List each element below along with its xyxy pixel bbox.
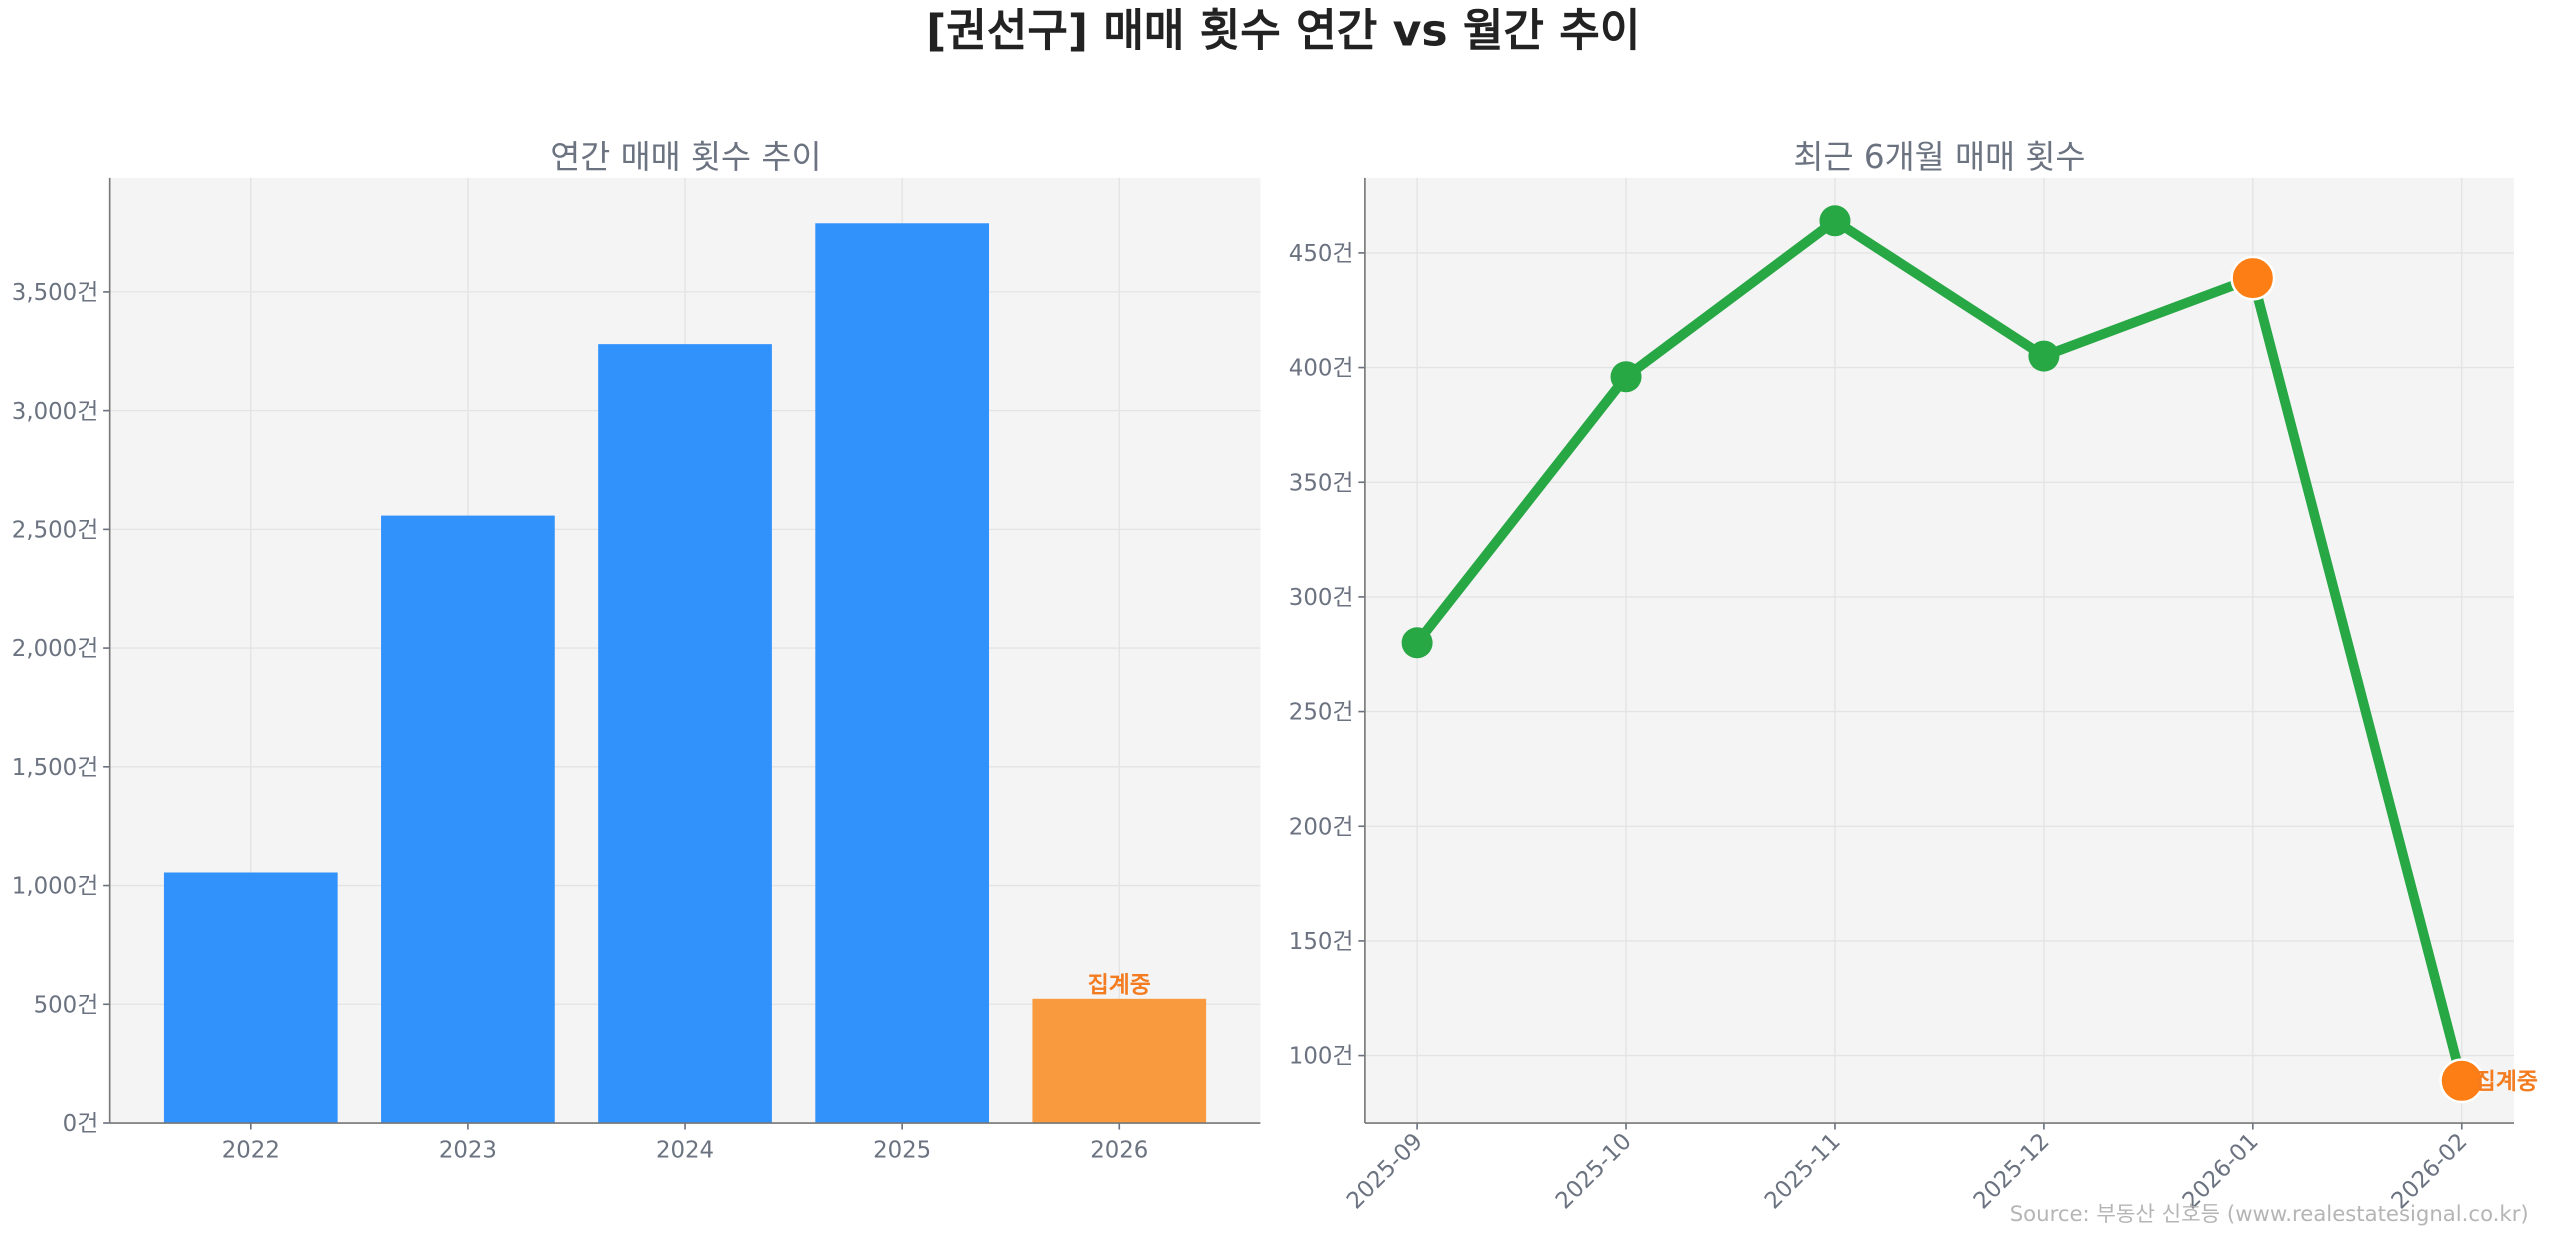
bar-partial-annotation: 집계중 [1088, 972, 1151, 998]
bar-x-tick-label: 2024 [656, 1137, 714, 1163]
right-chart-title: 최근 6개월 매매 횟수 [1793, 138, 2085, 176]
monthly-line-chart: 100건 150건 200건 250건 300건 350건 400건 450건 2025-09 2… [1289, 177, 2538, 1214]
bar-y-tick-label: 1,500건 [12, 755, 98, 781]
left-chart-title: 연간 매매 횟수 추이 [550, 138, 821, 176]
line-series [1413, 215, 2467, 1083]
line-y-tick-label: 250건 [1289, 700, 1354, 726]
line-partial-annotation: 집계중 [2475, 1069, 2538, 1095]
source-note: Source: 부동산 신호등 (www.realestatesignal.co… [2010, 1202, 2529, 1227]
line-y-tick-label: 350건 [1289, 470, 1354, 496]
bar-x-tick-label: 2023 [439, 1137, 497, 1163]
line-y-tick-label: 400건 [1289, 356, 1354, 382]
bar-y-tick-label: 0건 [63, 1111, 99, 1137]
line-y-tick-label: 100건 [1289, 1044, 1354, 1070]
bar-x-tick-label: 2022 [222, 1137, 280, 1163]
bar-y-tick-label: 500건 [34, 992, 99, 1018]
bar-y-tick-label: 3,500건 [12, 280, 98, 306]
bar-y-tick-label: 3,000건 [12, 399, 98, 425]
line-point-2025-12 [2028, 340, 2060, 372]
line-y-tick-label: 300건 [1289, 585, 1354, 611]
line-y-tick-label: 150건 [1289, 929, 1354, 955]
line-plot-area [1364, 177, 2514, 1124]
line-x-tick-label: 2025-11 [1760, 1128, 1846, 1214]
bar-2026 [1032, 998, 1207, 1124]
line-point-2025-09 [1401, 627, 1433, 659]
bar-2025 [815, 223, 990, 1124]
line-x-tick-label: 2025-10 [1551, 1128, 1637, 1214]
annual-bar-chart: 0건 500건 1,000건 1,500건 2,000건 2,500건 3,000건 3,50… [12, 177, 1261, 1163]
bar-y-tick-label: 1,000건 [12, 874, 98, 900]
bar-x-tick-label: 2026 [1090, 1137, 1148, 1163]
bar-2022 [163, 872, 338, 1124]
line-y-tick-label: 200건 [1289, 814, 1354, 840]
bar-y-tick-label: 2,000건 [12, 636, 98, 662]
line-x-tick-label: 2025-09 [1342, 1128, 1428, 1214]
bar-x-tick-label: 2025 [873, 1137, 931, 1163]
line-point-2026-01 [2230, 255, 2276, 301]
figure-title: [권선구] 매매 횟수 연간 vs 월간 추이 [926, 6, 1640, 57]
line-y-tick-label: 450건 [1289, 241, 1354, 267]
line-point-2025-11 [1819, 205, 1851, 237]
bar-2023 [381, 515, 555, 1124]
line-point-2026-02 [2439, 1058, 2485, 1104]
bar-y-tick-label: 2,500건 [12, 518, 98, 544]
line-point-2025-10 [1610, 361, 1642, 393]
bar-2024 [598, 344, 772, 1124]
